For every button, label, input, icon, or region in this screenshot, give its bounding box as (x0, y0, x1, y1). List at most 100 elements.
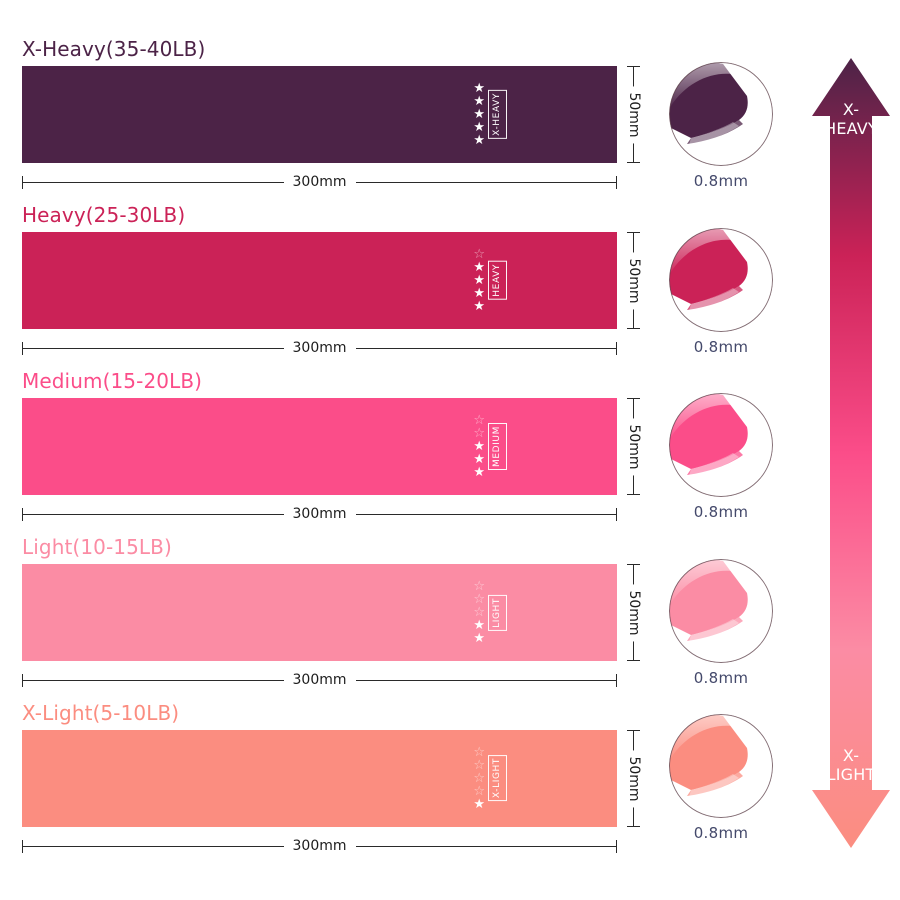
width-dimension-label: 50mm (626, 417, 642, 476)
thickness-closeup-circle (669, 62, 773, 166)
dimension-cap-right (616, 674, 617, 687)
band-curl-illustration (669, 559, 748, 642)
arrow-bottom-label-line2: LIGHT (826, 765, 876, 784)
width-dimension: 50mm (623, 564, 645, 661)
thickness-label: 0.8mm (693, 669, 749, 687)
dimension-cap-top (627, 398, 640, 399)
dimension-cap-bottom (627, 162, 640, 163)
length-dimension-label: 300mm (283, 505, 356, 523)
band-marking: ☆ ☆ ☆ ☆ ★ X-LIGHT (473, 742, 507, 816)
thickness-inset: 0.8mm (669, 393, 779, 521)
width-dimension: 50mm (623, 232, 645, 329)
star-empty-icon: ☆ (473, 413, 485, 428)
star-filled-icon: ★ (473, 107, 485, 122)
resistance-level-arrow: X- HEAVY X- LIGHT (812, 58, 890, 848)
star-empty-icon: ☆ (473, 426, 485, 441)
band-marking: ☆ ☆ ★ ★ ★ MEDIUM (473, 410, 507, 484)
length-dimension: 300mm (22, 173, 617, 191)
width-dimension: 50mm (623, 398, 645, 495)
band-curl-illustration (669, 714, 748, 797)
length-dimension-label: 300mm (283, 173, 356, 191)
dimension-cap-right (616, 840, 617, 853)
star-filled-icon: ★ (473, 94, 485, 109)
band-curl-illustration (669, 62, 748, 145)
band-level-tag: MEDIUM (488, 423, 507, 470)
band-level-tag: LIGHT (488, 594, 507, 631)
band-marking: ☆ ☆ ☆ ★ ★ LIGHT (473, 576, 507, 650)
arrow-top-label: X- HEAVY (812, 100, 890, 138)
arrow-bottom-label-line1: X- (842, 746, 860, 765)
band-title: X-Light(5-10LB) (22, 701, 180, 725)
star-filled-icon: ★ (473, 81, 485, 96)
length-dimension: 300mm (22, 505, 617, 523)
band-curl-illustration (669, 393, 748, 476)
band-title: Medium(15-20LB) (22, 369, 203, 393)
star-filled-icon: ★ (473, 286, 485, 301)
dimension-cap-top (627, 66, 640, 67)
dimension-cap-top (627, 730, 640, 731)
width-dimension-label: 50mm (626, 85, 642, 144)
width-dimension: 50mm (623, 730, 645, 827)
band-title: X-Heavy(35-40LB) (22, 37, 206, 61)
arrow-bottom-label: X- LIGHT (812, 746, 890, 784)
dimension-cap-top (627, 564, 640, 565)
band-title: Heavy(25-30LB) (22, 203, 186, 227)
star-empty-icon: ☆ (473, 784, 485, 799)
band-swatch: ☆ ☆ ★ ★ ★ MEDIUM (22, 398, 617, 495)
thickness-inset: 0.8mm (669, 559, 779, 687)
dimension-cap-right (616, 508, 617, 521)
star-filled-icon: ★ (473, 631, 485, 646)
star-filled-icon: ★ (473, 273, 485, 288)
band-marking: ☆ ★ ★ ★ ★ HEAVY (473, 244, 507, 318)
star-filled-icon: ★ (473, 260, 485, 275)
thickness-label: 0.8mm (693, 503, 749, 521)
star-filled-icon: ★ (473, 452, 485, 467)
thickness-closeup-circle (669, 228, 773, 332)
dimension-cap-left (22, 674, 23, 687)
dimension-cap-left (22, 176, 23, 189)
width-dimension-label: 50mm (626, 251, 642, 310)
star-empty-icon: ☆ (473, 758, 485, 773)
dimension-cap-bottom (627, 826, 640, 827)
star-filled-icon: ★ (473, 299, 485, 314)
band-swatch: ★ ★ ★ ★ ★ X-HEAVY (22, 66, 617, 163)
arrow-top-label-line1: X- (842, 100, 860, 119)
dimension-cap-bottom (627, 660, 640, 661)
dimension-cap-right (616, 342, 617, 355)
length-dimension: 300mm (22, 837, 617, 855)
dimension-cap-right (616, 176, 617, 189)
star-filled-icon: ★ (473, 797, 485, 812)
length-dimension: 300mm (22, 671, 617, 689)
length-dimension: 300mm (22, 339, 617, 357)
band-level-tag: X-HEAVY (488, 90, 507, 139)
band-swatch: ☆ ★ ★ ★ ★ HEAVY (22, 232, 617, 329)
width-dimension-label: 50mm (626, 583, 642, 642)
length-dimension-label: 300mm (283, 339, 356, 357)
band-swatch: ☆ ☆ ☆ ☆ ★ X-LIGHT (22, 730, 617, 827)
width-dimension: 50mm (623, 66, 645, 163)
star-empty-icon: ☆ (473, 579, 485, 594)
dimension-cap-left (22, 840, 23, 853)
thickness-inset: 0.8mm (669, 62, 779, 190)
length-dimension-label: 300mm (283, 837, 356, 855)
band-swatch: ☆ ☆ ☆ ★ ★ LIGHT (22, 564, 617, 661)
star-filled-icon: ★ (473, 120, 485, 135)
dimension-cap-left (22, 342, 23, 355)
star-filled-icon: ★ (473, 133, 485, 148)
dimension-cap-left (22, 508, 23, 521)
star-rating: ☆ ☆ ☆ ☆ ★ (473, 746, 485, 811)
star-rating: ☆ ☆ ☆ ★ ★ (473, 580, 485, 645)
thickness-closeup-circle (669, 714, 773, 818)
thickness-closeup-circle (669, 559, 773, 663)
star-filled-icon: ★ (473, 465, 485, 480)
star-rating: ☆ ★ ★ ★ ★ (473, 248, 485, 313)
thickness-closeup-circle (669, 393, 773, 497)
star-empty-icon: ☆ (473, 745, 485, 760)
arrow-shape-svg (812, 58, 890, 848)
width-dimension-label: 50mm (626, 749, 642, 808)
band-curl-illustration (669, 228, 748, 311)
star-filled-icon: ★ (473, 618, 485, 633)
dimension-cap-top (627, 232, 640, 233)
star-empty-icon: ☆ (473, 247, 485, 262)
